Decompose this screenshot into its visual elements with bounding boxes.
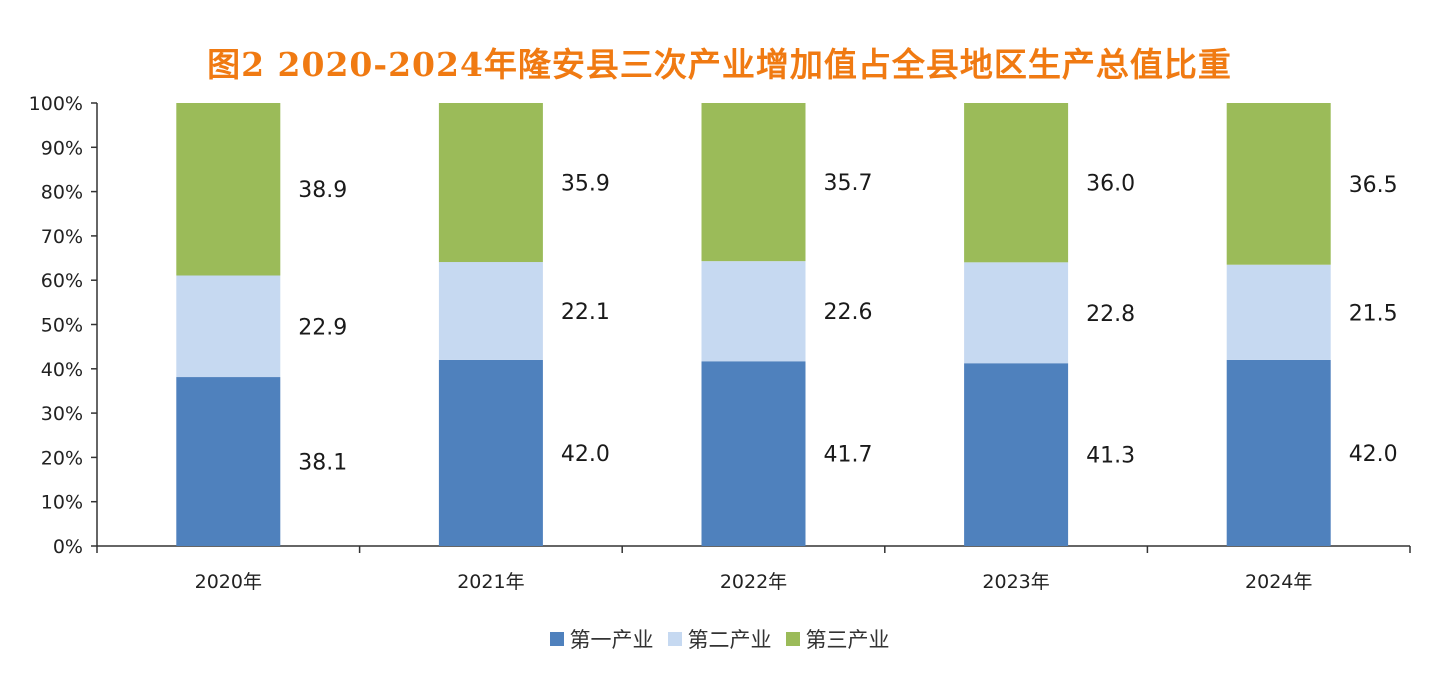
data-label: 41.7 <box>824 443 873 468</box>
x-tick-label: 2022年 <box>720 571 787 593</box>
legend-item-primary: 第一产业 <box>549 624 654 654</box>
legend-item-tertiary: 第三产业 <box>785 624 890 654</box>
bar-segment <box>964 262 1069 364</box>
stacked-bar-chart: 0% 10% 20% 30% 40% 50% 60% 70% 80% 90% 100% 38.1 22.… <box>29 93 1411 593</box>
bar-segment <box>438 103 543 263</box>
y-tick-label: 40% <box>41 359 83 381</box>
bar-segment <box>964 363 1069 546</box>
bar-segment <box>438 359 543 546</box>
legend-swatch-tertiary <box>785 632 800 646</box>
bar-segment <box>701 261 806 362</box>
legend-item-secondary: 第二产业 <box>667 624 772 654</box>
y-tick-label: 10% <box>41 492 83 514</box>
data-label: 38.9 <box>298 178 347 203</box>
data-label: 38.1 <box>298 451 347 476</box>
chart-title: 图2 2020-2024年隆安县三次产业增加值占全县地区生产总值比重 <box>207 45 1232 84</box>
x-tick-label: 2020年 <box>195 571 262 593</box>
x-tick-label: 2021年 <box>457 571 524 593</box>
y-tick-label: 100% <box>29 93 83 115</box>
y-tick-label: 0% <box>53 536 83 558</box>
data-label: 21.5 <box>1349 301 1398 326</box>
bar-segment <box>176 103 281 276</box>
bar-segment <box>176 275 281 378</box>
legend-swatch-secondary <box>667 632 682 646</box>
data-label: 35.7 <box>824 171 873 196</box>
bar-segment <box>701 361 806 546</box>
data-label: 22.1 <box>561 300 610 325</box>
bar-segment <box>438 262 543 360</box>
bar-segment <box>701 103 806 262</box>
data-label: 42.0 <box>561 442 610 467</box>
legend-label-tertiary: 第三产业 <box>805 628 890 652</box>
y-tick-label: 20% <box>41 447 83 469</box>
bar-segment <box>1226 264 1331 360</box>
legend-swatch-primary <box>549 632 564 646</box>
y-tick-label: 30% <box>41 403 83 425</box>
data-label: 22.8 <box>1086 302 1135 327</box>
data-label: 35.9 <box>561 172 610 197</box>
data-label: 42.0 <box>1349 442 1398 467</box>
legend-label-primary: 第一产业 <box>569 628 654 652</box>
bar-segment <box>1226 359 1331 546</box>
bar-segment <box>176 377 281 546</box>
bar-segment <box>1226 103 1331 265</box>
data-label: 22.6 <box>824 300 873 325</box>
y-tick-label: 60% <box>41 270 83 292</box>
data-label: 22.9 <box>298 315 347 340</box>
y-tick-label: 70% <box>41 226 83 248</box>
legend: 第一产业 第二产业 第三产业 <box>0 624 1439 654</box>
bar-segment <box>964 103 1069 263</box>
data-label: 41.3 <box>1086 444 1135 469</box>
legend-label-secondary: 第二产业 <box>687 628 772 652</box>
y-tick-label: 90% <box>41 137 83 159</box>
y-tick-label: 50% <box>41 315 83 337</box>
y-tick-label: 80% <box>41 182 83 204</box>
x-tick-label: 2023年 <box>982 571 1049 593</box>
data-label: 36.5 <box>1349 173 1398 198</box>
data-label: 36.0 <box>1086 172 1135 197</box>
x-tick-label: 2024年 <box>1245 571 1312 593</box>
